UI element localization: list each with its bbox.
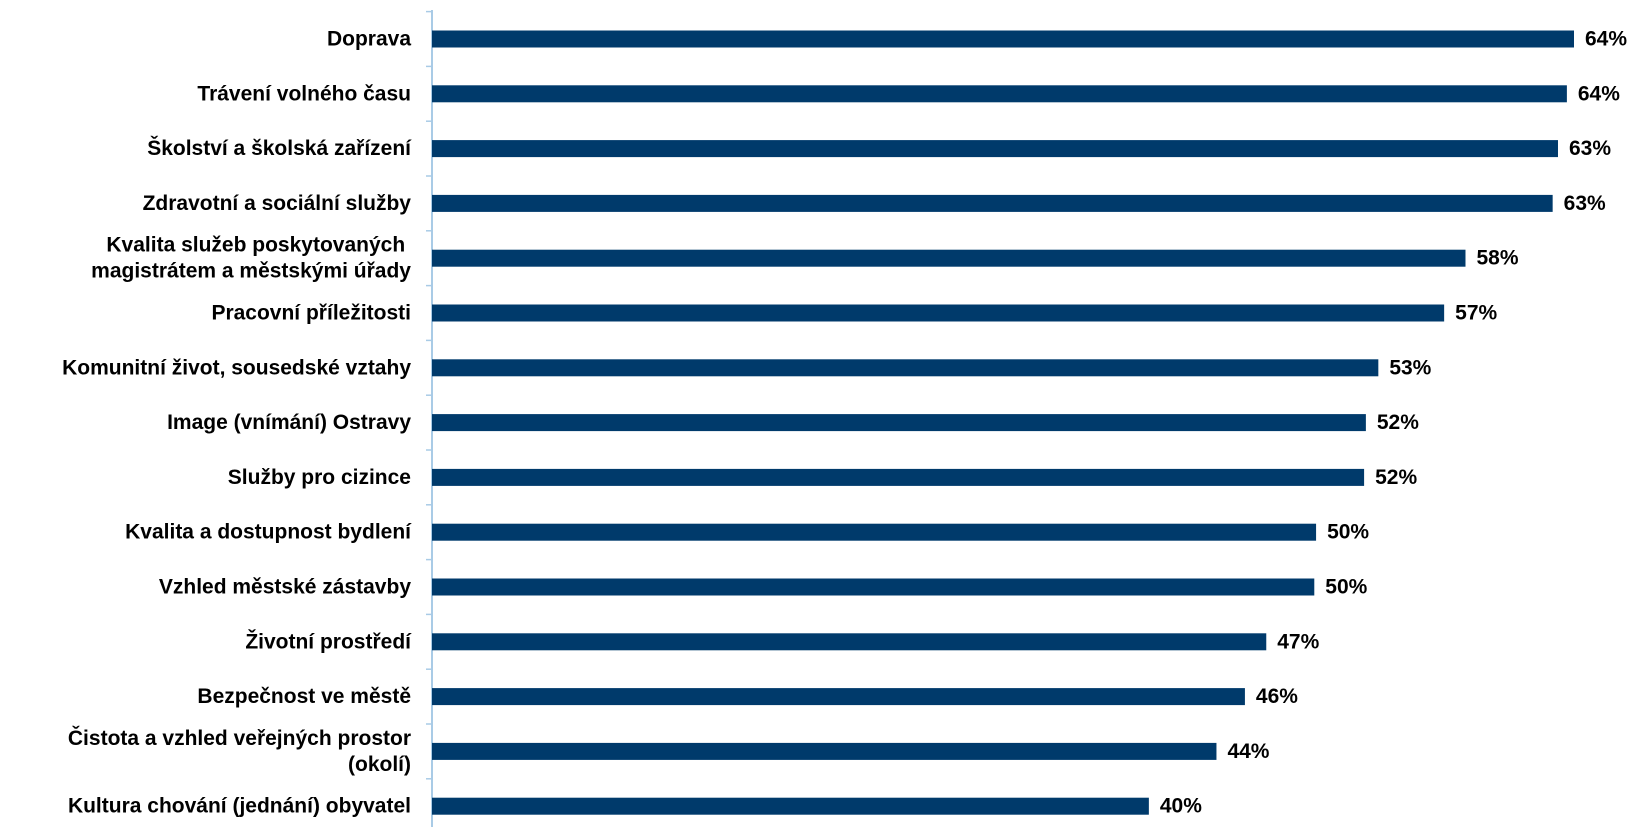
value-label: 57% xyxy=(1455,302,1497,325)
category-label: Zdravotní a sociální služby xyxy=(143,192,412,215)
category-label: Pracovní příležitosti xyxy=(211,302,411,325)
bar xyxy=(432,468,1365,486)
category-label: Komunitní život, sousedské vztahy xyxy=(62,356,411,379)
bar xyxy=(432,30,1574,48)
value-label: 44% xyxy=(1227,740,1269,763)
value-label: 64% xyxy=(1578,82,1620,105)
value-label: 64% xyxy=(1585,28,1627,51)
category-label: Doprava xyxy=(327,28,411,51)
bar xyxy=(432,688,1245,706)
value-labels-group: 64% 64% 63% 63% 58% 57% 53% 52% 52% 50% 50% 47% 46% 4… xyxy=(1160,28,1627,818)
category-label: Životní prostředí xyxy=(245,629,412,653)
bar xyxy=(432,249,1466,267)
value-label: 53% xyxy=(1389,356,1431,379)
axis-group xyxy=(426,10,433,827)
bar xyxy=(432,414,1366,432)
value-label: 52% xyxy=(1375,466,1417,489)
bar xyxy=(432,140,1558,158)
category-label: Čistota a vzhled veřejných prostor (okolí… xyxy=(68,726,411,776)
category-label: Kvalita a dostupnost bydlení xyxy=(125,521,412,544)
bar xyxy=(432,742,1217,760)
category-label: Bezpečnost ve městě xyxy=(197,685,411,708)
value-label: 50% xyxy=(1325,576,1367,599)
value-label: 50% xyxy=(1327,521,1369,544)
value-label: 47% xyxy=(1277,630,1319,653)
bar xyxy=(432,578,1315,596)
bar xyxy=(432,523,1317,541)
bar xyxy=(432,304,1445,322)
value-label: 46% xyxy=(1256,685,1298,708)
category-label: Image (vnímání) Ostravy xyxy=(167,411,411,434)
bar xyxy=(432,797,1149,815)
bar xyxy=(432,85,1567,103)
category-label: Vzhled městské zástavby xyxy=(159,576,411,599)
bars-group xyxy=(432,30,1574,815)
bar xyxy=(432,194,1553,212)
value-label: 40% xyxy=(1160,795,1202,818)
category-label: Kultura chování (jednání) obyvatel xyxy=(68,795,411,818)
value-label: 63% xyxy=(1564,192,1606,215)
category-label: Služby pro cizince xyxy=(228,466,411,489)
bar xyxy=(432,359,1379,377)
category-label: Školství a školská zařízení xyxy=(147,136,412,160)
bar xyxy=(432,633,1267,651)
value-label: 63% xyxy=(1569,137,1611,160)
category-labels-group: Doprava Trávení volného času Školství a šk… xyxy=(62,28,412,818)
category-label: Trávení volného času xyxy=(197,82,411,105)
value-label: 58% xyxy=(1476,247,1518,270)
value-label: 52% xyxy=(1377,411,1419,434)
category-label: Kvalita služeb poskytovaných magistrátem… xyxy=(91,234,411,283)
